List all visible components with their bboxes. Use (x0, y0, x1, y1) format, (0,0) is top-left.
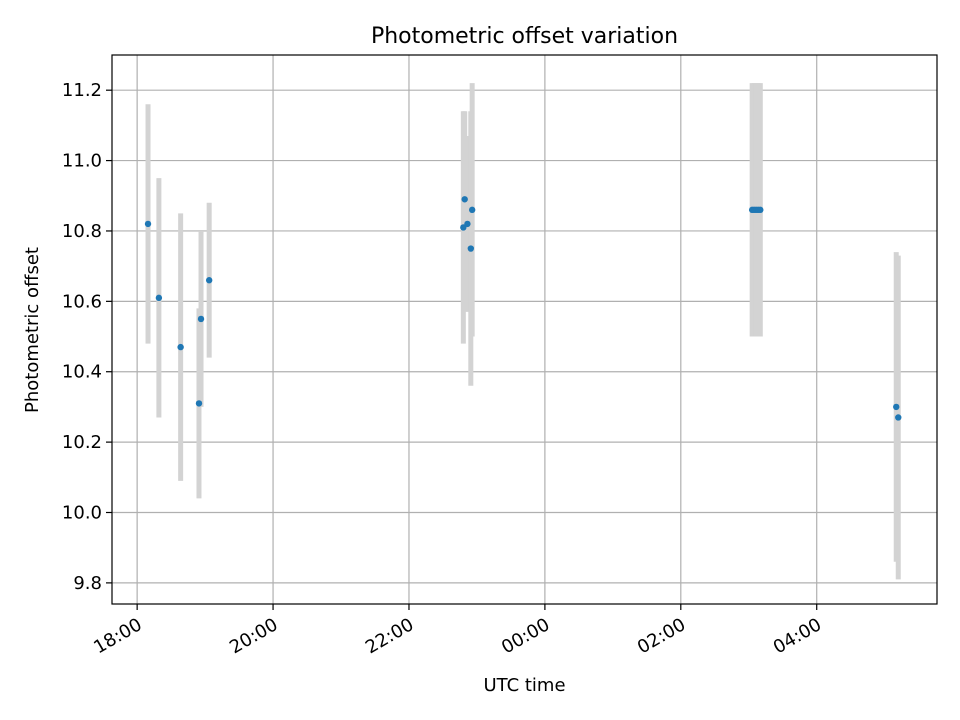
y-axis-label: Photometric offset (22, 247, 43, 413)
data-points (144, 196, 902, 421)
data-point (177, 343, 184, 351)
data-point (195, 400, 203, 407)
data-point (757, 206, 764, 214)
grid (112, 55, 937, 604)
data-point (461, 196, 468, 203)
plot-frame (111, 54, 938, 605)
y-tick-label: 10.8 (62, 221, 102, 242)
y-tick-label: 9.8 (73, 573, 102, 594)
chart-title: Photometric offset variation (371, 24, 678, 49)
data-point (895, 414, 902, 421)
data-point (467, 245, 475, 252)
data-point (464, 220, 471, 228)
x-axis-label: UTC time (483, 675, 565, 696)
data-point (155, 294, 163, 302)
y-tick-label: 10.0 (62, 503, 102, 524)
y-tick-label: 10.2 (62, 432, 102, 453)
data-point (468, 206, 476, 214)
data-point (197, 315, 205, 323)
y-tick-label: 10.6 (62, 291, 102, 312)
y-tick-label: 10.4 (62, 362, 102, 383)
y-axis: 9.8 10.0 10.2 10.4 10.6 10.8 11.0 11.2 (62, 80, 112, 594)
y-tick-label: 11.2 (62, 80, 102, 101)
data-point (205, 277, 213, 284)
y-tick-label: 11.0 (62, 151, 102, 172)
data-point (144, 220, 152, 228)
data-point (893, 403, 900, 411)
